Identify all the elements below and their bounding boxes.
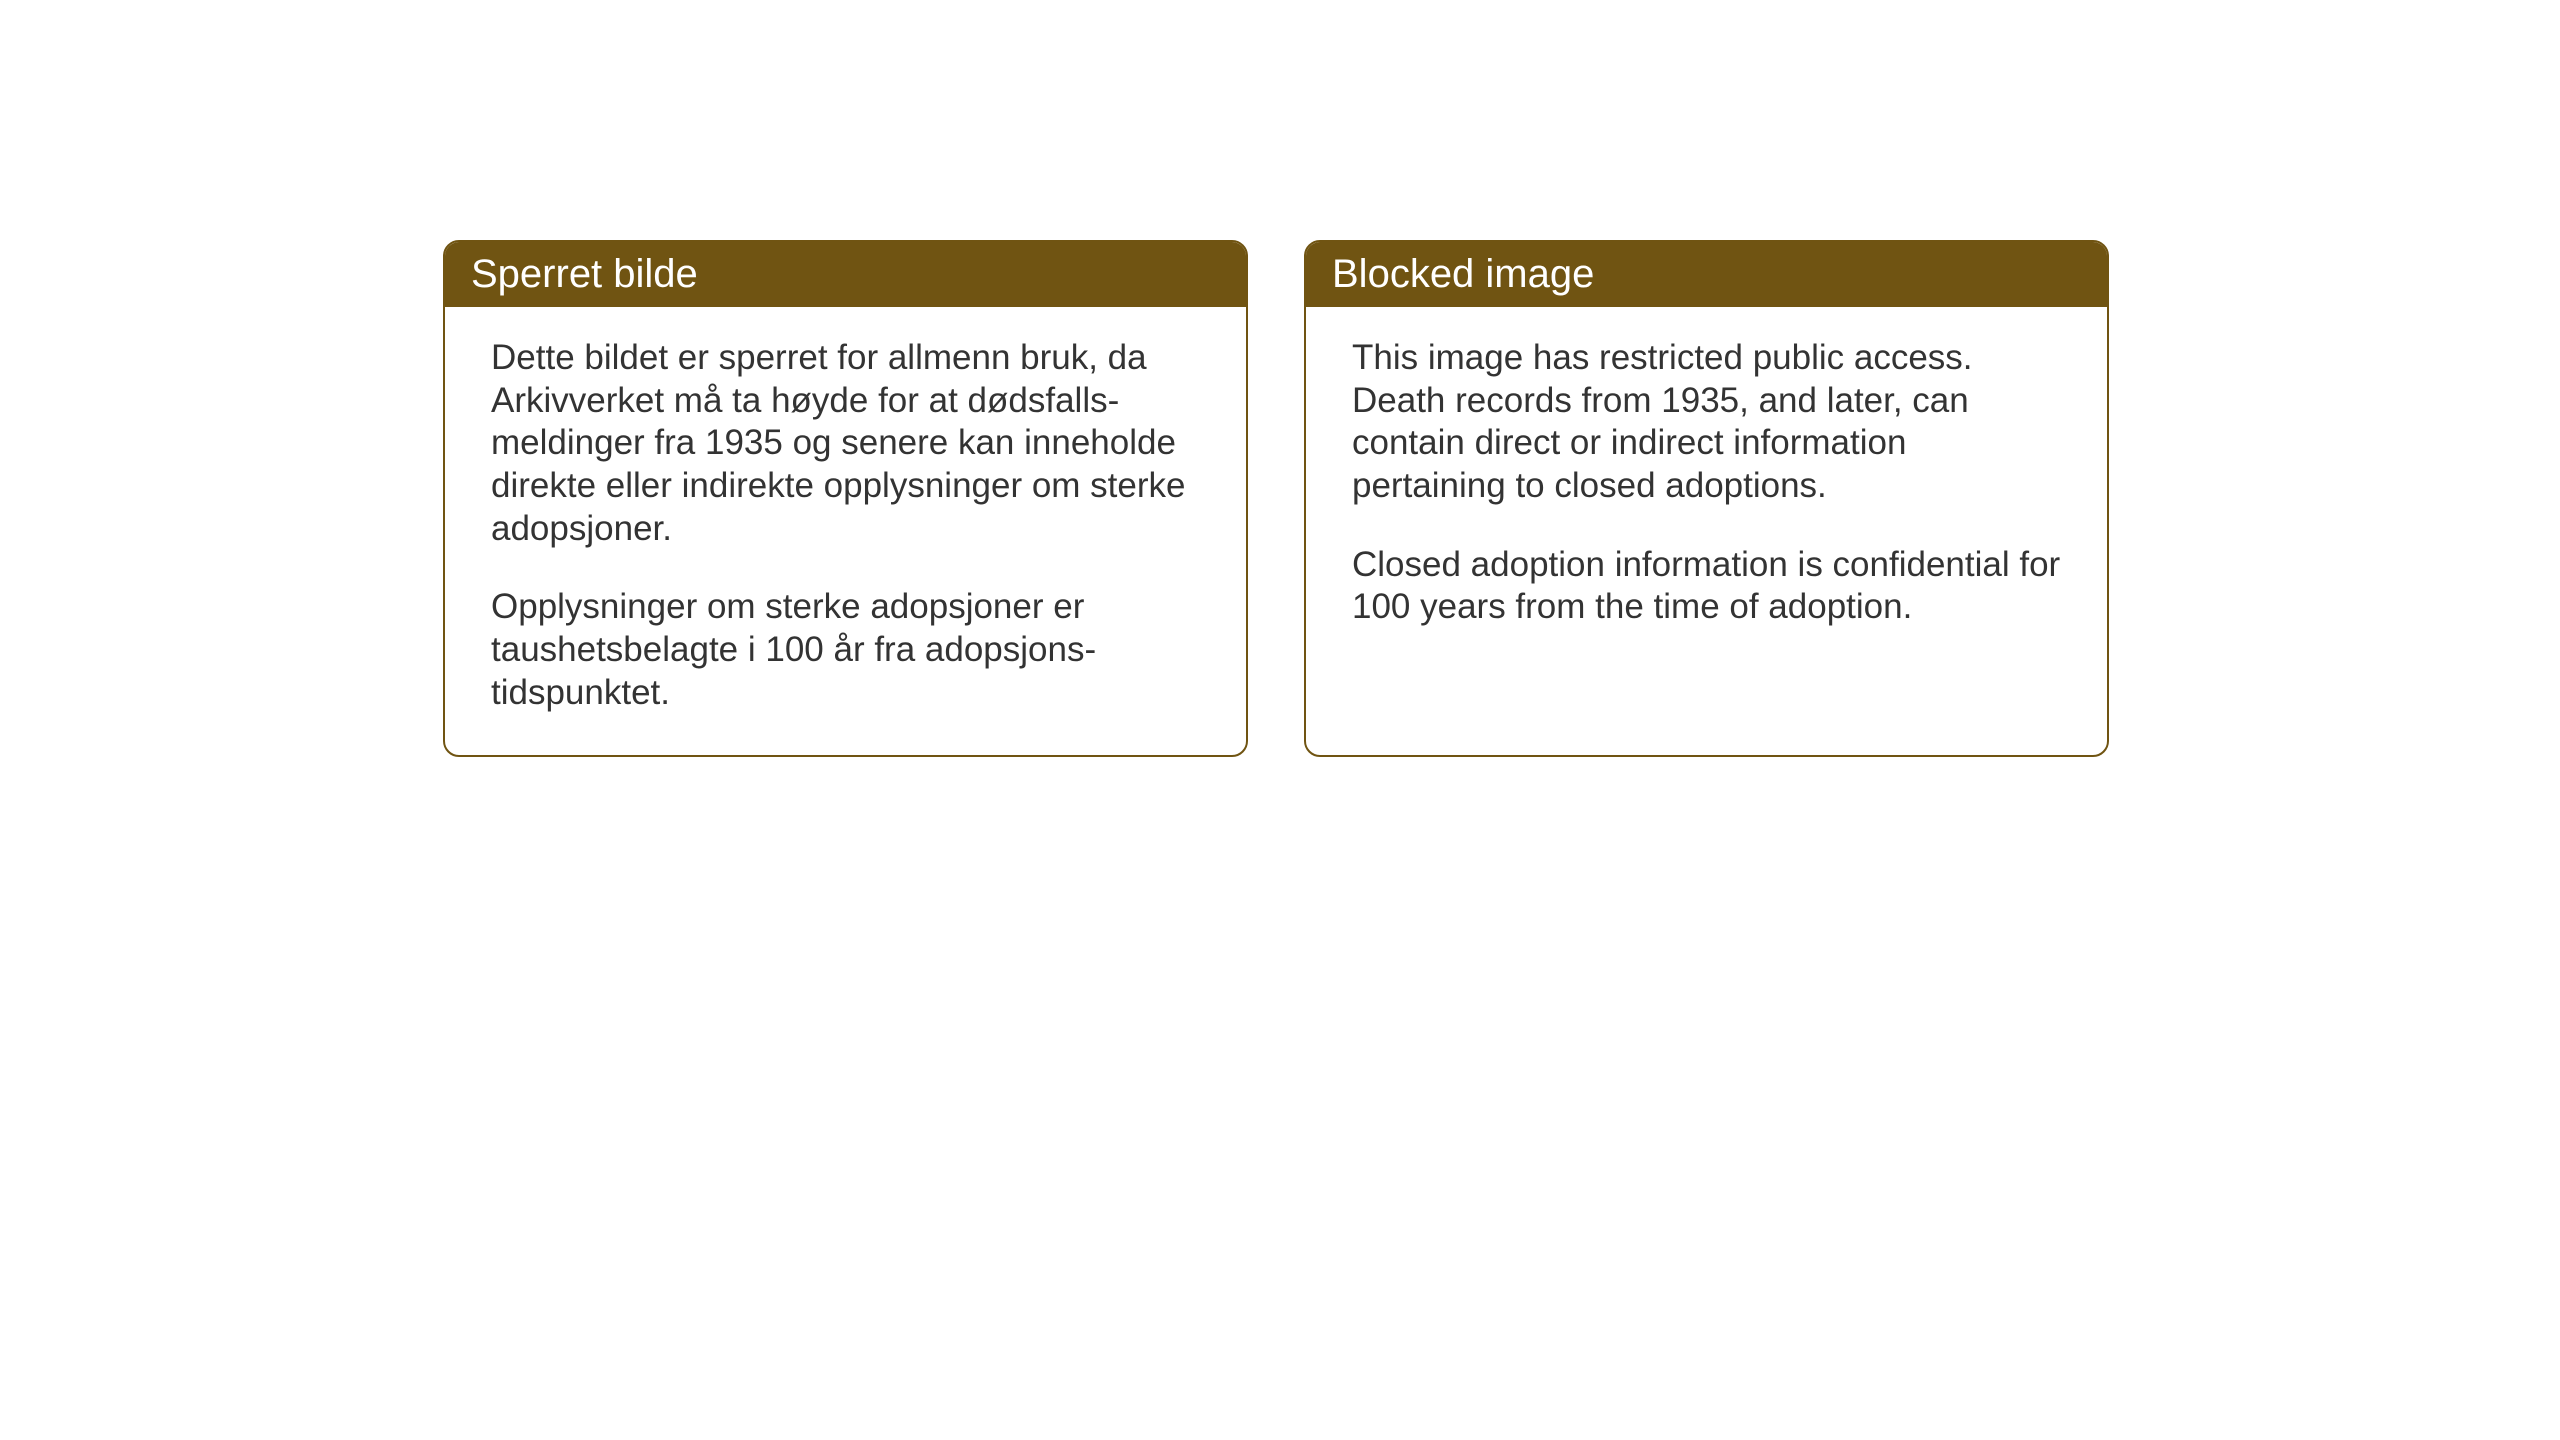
card-title: Sperret bilde [471, 252, 698, 296]
notice-card-english: Blocked image This image has restricted … [1304, 240, 2109, 757]
card-header-english: Blocked image [1306, 242, 2107, 307]
card-paragraph: This image has restricted public access.… [1352, 337, 2061, 508]
notice-container: Sperret bilde Dette bildet er sperret fo… [443, 240, 2109, 757]
card-paragraph: Dette bildet er sperret for allmenn bruk… [491, 337, 1200, 550]
card-body-english: This image has restricted public access.… [1306, 307, 2107, 669]
card-paragraph: Opplysninger om sterke adopsjoner er tau… [491, 586, 1200, 714]
notice-card-norwegian: Sperret bilde Dette bildet er sperret fo… [443, 240, 1248, 757]
card-header-norwegian: Sperret bilde [445, 242, 1246, 307]
card-title: Blocked image [1332, 252, 1594, 296]
card-paragraph: Closed adoption information is confident… [1352, 544, 2061, 629]
card-body-norwegian: Dette bildet er sperret for allmenn bruk… [445, 307, 1246, 755]
